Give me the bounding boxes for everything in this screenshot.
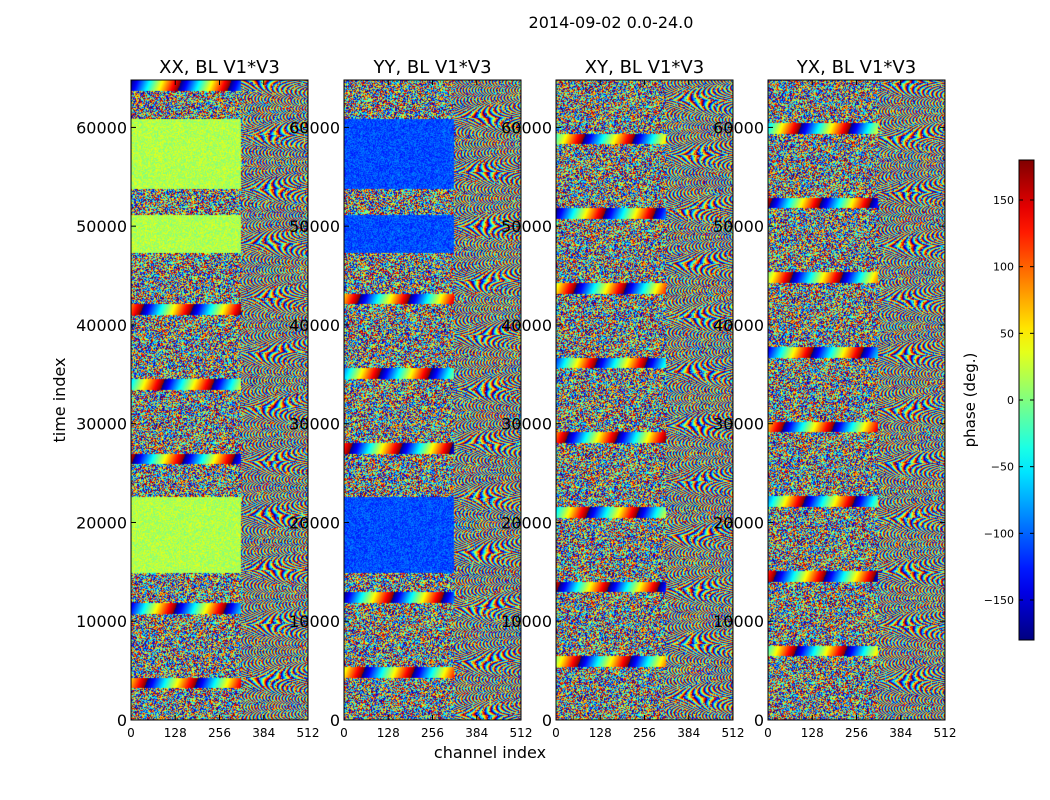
y-tick-label: 50000: [76, 217, 127, 236]
heatmap-image: [131, 80, 308, 720]
y-tick-label: 40000: [713, 316, 764, 335]
x-tick-label: 512: [934, 726, 957, 740]
x-axis-label: channel index: [434, 743, 546, 762]
x-tick-label: 256: [421, 726, 444, 740]
x-tick-label: 0: [764, 726, 772, 740]
y-tick-label: 50000: [289, 217, 340, 236]
x-tick-label: 512: [722, 726, 745, 740]
figure-title: 2014-09-02 0.0-24.0: [529, 13, 694, 32]
panel-2: YY, BL V1*V3 0 128 256 384 512 0 10000 20000 3000…: [289, 57, 532, 740]
y-tick-label: 30000: [713, 415, 764, 434]
y-tick-label: 0: [330, 711, 340, 730]
x-tick-label: 512: [297, 726, 320, 740]
colorbar-label: phase (deg.): [961, 353, 979, 448]
y-tick-label: 50000: [501, 217, 552, 236]
panel-1: XX, BL V1*V3 0 128 256 384 512 0 10000 20000 3000…: [76, 57, 319, 740]
x-tick-label: 384: [465, 726, 488, 740]
y-tick-label: 20000: [713, 513, 764, 532]
x-tick-label: 256: [208, 726, 231, 740]
y-axis-label: time index: [50, 357, 69, 442]
colorbar: −150 −100 −50 0 50 100 150 phase (deg.): [961, 159, 1035, 641]
y-tick-label: 60000: [76, 118, 127, 137]
x-tick-label: 256: [845, 726, 868, 740]
y-tick-label: 20000: [501, 513, 552, 532]
x-tick-label: 128: [377, 726, 400, 740]
panel-title: YX, BL V1*V3: [796, 57, 916, 78]
y-tick-label: 60000: [289, 118, 340, 137]
x-tick-label: 512: [510, 726, 533, 740]
y-tick-label: 10000: [289, 612, 340, 631]
y-tick-label: 20000: [76, 513, 127, 532]
colorbar-tick-label: 150: [993, 194, 1014, 207]
y-tick-label: 60000: [713, 118, 764, 137]
x-tick-label: 384: [252, 726, 275, 740]
y-tick-label: 30000: [289, 415, 340, 434]
colorbar-tick-label: −150: [984, 594, 1014, 607]
y-tick-label: 10000: [713, 612, 764, 631]
colorbar-tick-label: 100: [993, 261, 1014, 274]
panel-title: YY, BL V1*V3: [372, 57, 491, 78]
y-tick-label: 0: [117, 711, 127, 730]
y-tick-label: 60000: [501, 118, 552, 137]
y-tick-label: 30000: [501, 415, 552, 434]
colorbar-tick-label: −50: [991, 461, 1014, 474]
x-tick-label: 128: [164, 726, 187, 740]
y-tick-label: 40000: [289, 316, 340, 335]
y-tick-label: 0: [542, 711, 552, 730]
y-tick-label: 40000: [501, 316, 552, 335]
colorbar-tick-label: 0: [1007, 394, 1014, 407]
x-tick-label: 128: [589, 726, 612, 740]
heatmap-image: [344, 80, 521, 720]
x-tick-label: 0: [340, 726, 348, 740]
panel-title: XX, BL V1*V3: [159, 57, 280, 78]
y-tick-label: 10000: [501, 612, 552, 631]
colorbar-tick-label: 50: [1000, 327, 1014, 340]
colorbar-tick-label: −100: [984, 527, 1014, 540]
y-tick-label: 40000: [76, 316, 127, 335]
heatmap-image: [768, 80, 945, 720]
y-tick-label: 30000: [76, 415, 127, 434]
panel-4: YX, BL V1*V3 0 128 256 384 512 0 10000 20000 3000…: [713, 57, 956, 740]
x-tick-label: 384: [677, 726, 700, 740]
y-tick-label: 10000: [76, 612, 127, 631]
y-tick-label: 50000: [713, 217, 764, 236]
y-tick-label: 0: [754, 711, 764, 730]
heatmap-image: [556, 80, 733, 720]
x-tick-label: 128: [801, 726, 824, 740]
x-tick-label: 0: [552, 726, 560, 740]
x-tick-label: 384: [889, 726, 912, 740]
x-tick-label: 256: [633, 726, 656, 740]
y-tick-label: 20000: [289, 513, 340, 532]
panel-title: XY, BL V1*V3: [585, 57, 704, 78]
x-tick-label: 0: [127, 726, 135, 740]
panel-3: XY, BL V1*V3 0 128 256 384 512 0 10000 20000 3000…: [501, 57, 744, 740]
